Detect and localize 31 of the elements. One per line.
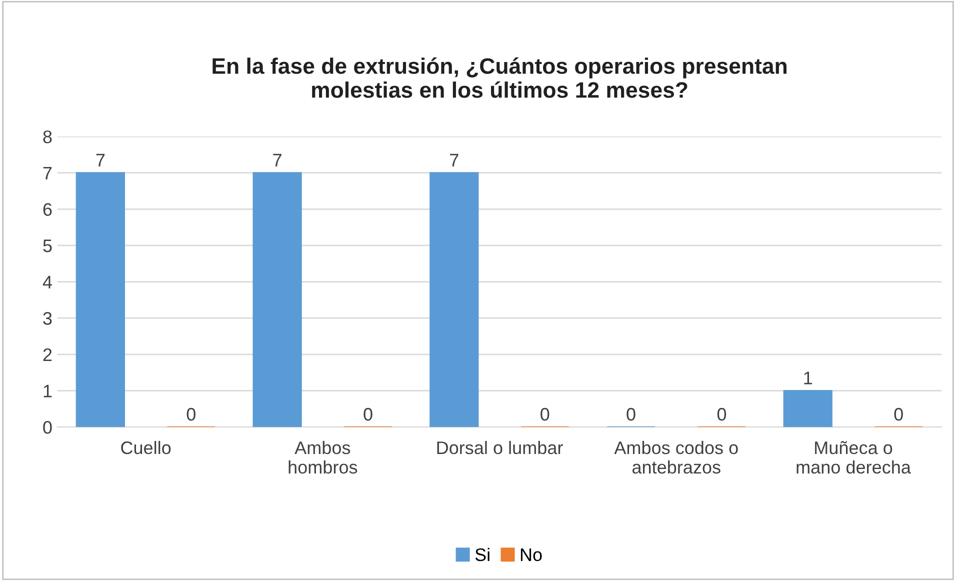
x-tick-label: Ambos codos o antebrazos: [614, 440, 738, 474]
data-label: 0: [717, 408, 726, 421]
bar: [252, 172, 302, 428]
x-tick-label: Ambos hombros: [288, 440, 358, 474]
bar: [430, 172, 479, 428]
y-tick-label: 4: [42, 276, 52, 288]
y-tick-label: 1: [44, 384, 52, 398]
data-label: 1: [804, 372, 812, 384]
data-label: 0: [364, 408, 372, 421]
data-label: 7: [450, 154, 458, 166]
legend-label: Si: [475, 548, 490, 562]
y-tick-label: 3: [43, 312, 52, 325]
data-label: 0: [186, 408, 196, 421]
data-label: 7: [273, 154, 282, 166]
y-tick-label: 0: [43, 420, 52, 434]
x-tick-label: Dorsal o lumbar: [437, 440, 563, 454]
legend-label: No: [520, 548, 542, 562]
chart-title: En la fase de extrusión, ¿Cuántos operarios presentan molestias en los últimos 12 meses?: [212, 57, 786, 98]
y-tick-label: 2: [43, 348, 52, 361]
data-label: 0: [540, 408, 550, 421]
y-tick-label: 5: [43, 240, 52, 252]
y-tick-label: 6: [43, 203, 52, 216]
data-label: 7: [96, 154, 105, 166]
y-tick-label: 8: [43, 130, 52, 144]
x-tick-label: Muñeca o mano derecha: [796, 441, 911, 474]
x-tick-label: Cuello: [121, 440, 171, 454]
data-label: 0: [894, 408, 903, 421]
bar: [76, 172, 125, 428]
bar: [783, 390, 832, 428]
data-label: 0: [626, 408, 636, 421]
y-tick-label: 7: [43, 166, 52, 180]
